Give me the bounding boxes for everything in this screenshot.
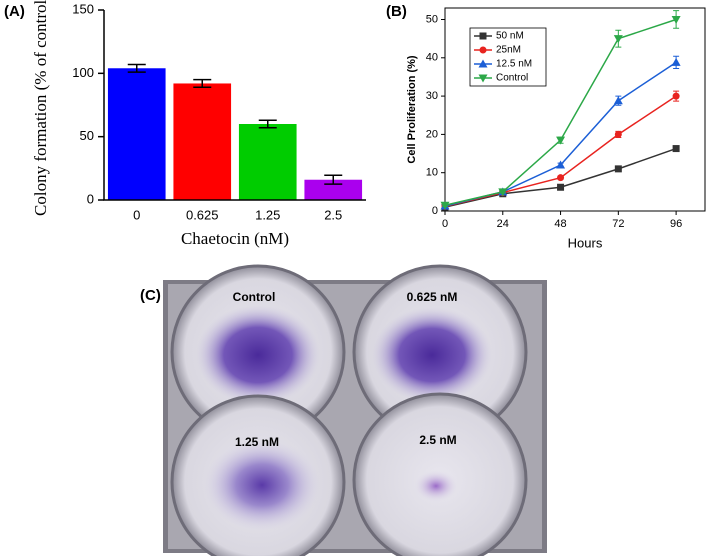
bar xyxy=(304,179,363,200)
point xyxy=(557,174,565,182)
y-tick-label: 10 xyxy=(426,167,438,179)
y-tick-label: 50 xyxy=(80,128,94,143)
point xyxy=(671,57,681,66)
legend-label: 12.5 nM xyxy=(496,59,532,70)
plot-frame xyxy=(444,7,706,212)
well-label: 0.625 nM xyxy=(407,290,458,304)
point xyxy=(498,188,508,197)
x-tick-label: 2.5 xyxy=(324,207,342,222)
panel-label: (B) xyxy=(386,3,407,20)
stain xyxy=(414,470,458,502)
x-axis-label: Chaetocin (nM) xyxy=(181,229,289,248)
y-tick-label: 30 xyxy=(426,90,438,102)
legend-label: Control xyxy=(496,73,528,84)
error-bar xyxy=(258,119,277,129)
point xyxy=(557,183,565,191)
x-tick-label: 24 xyxy=(497,218,509,230)
photo-panel: (C) Control 0.625 nM 1.25 nM 2.5 nM xyxy=(140,264,547,556)
x-tick-label: 1.25 xyxy=(255,207,280,222)
point xyxy=(672,145,680,153)
panel-label: (C) xyxy=(140,287,161,304)
error-bar xyxy=(324,174,343,185)
legend-marker xyxy=(478,74,488,83)
legend-label: 50 nM xyxy=(496,31,524,42)
legend-label: 25nM xyxy=(496,45,521,56)
point xyxy=(556,160,566,169)
legend-marker xyxy=(479,46,487,54)
stain xyxy=(196,305,320,405)
y-tick-label: 100 xyxy=(72,65,94,80)
legend-marker xyxy=(479,32,487,40)
x-tick-label: 72 xyxy=(612,218,624,230)
y-tick-label: 150 xyxy=(72,1,94,16)
error-bar xyxy=(127,63,146,73)
x-tick-label: 96 xyxy=(670,218,682,230)
x-axis-label: Hours xyxy=(568,235,603,250)
bar xyxy=(173,83,232,200)
point xyxy=(671,15,681,24)
point xyxy=(614,130,622,138)
bar xyxy=(107,68,166,201)
y-tick-label: 0 xyxy=(87,191,94,206)
well-label: Control xyxy=(233,290,276,304)
x-tick-label: 0 xyxy=(442,218,448,230)
y-axis-label: Cell Proliferation (%) xyxy=(406,55,418,164)
x-tick-label: 0.625 xyxy=(186,207,219,222)
y-tick-label: 20 xyxy=(426,128,438,140)
stain xyxy=(372,307,492,403)
y-axis-label: Colony formation (% of control) xyxy=(31,0,50,216)
point xyxy=(613,35,623,44)
error-bar xyxy=(193,78,212,89)
x-tick-label: 48 xyxy=(554,218,566,230)
point xyxy=(440,201,450,210)
stain xyxy=(204,439,320,531)
y-tick-label: 40 xyxy=(426,52,438,64)
point xyxy=(614,165,622,173)
axis xyxy=(103,10,366,201)
y-tick-label: 0 xyxy=(432,205,438,217)
y-tick-label: 50 xyxy=(426,13,438,25)
point xyxy=(672,92,680,100)
panel-label: (A) xyxy=(4,3,25,20)
bar xyxy=(238,124,297,200)
well-label: 2.5 nM xyxy=(419,433,456,447)
well-label: 1.25 nM xyxy=(235,435,279,449)
x-tick-label: 0 xyxy=(133,207,140,222)
point xyxy=(613,96,623,105)
legend-marker xyxy=(478,59,488,68)
point xyxy=(556,136,566,145)
